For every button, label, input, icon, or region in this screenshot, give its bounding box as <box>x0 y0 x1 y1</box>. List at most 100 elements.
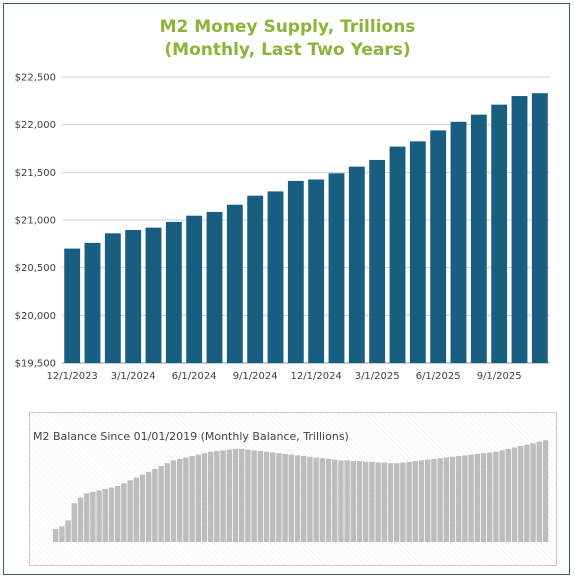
inset-bar <box>499 450 505 542</box>
y-tick-label: $21,500 <box>15 168 56 179</box>
bar <box>430 130 447 363</box>
bar <box>491 104 508 363</box>
inset-bar <box>480 453 487 542</box>
inset-bar <box>220 450 226 542</box>
inset-bar <box>108 487 115 542</box>
inset-bar <box>84 493 90 542</box>
inset-bar <box>518 446 524 542</box>
inset-bar <box>431 458 437 542</box>
bar <box>369 159 386 363</box>
inset-bar <box>53 529 59 542</box>
x-tick-label: 3/1/2024 <box>111 371 156 382</box>
y-tick-label: $22,000 <box>15 120 56 131</box>
x-tick-label: 6/1/2024 <box>172 371 217 382</box>
inset-bar <box>313 457 319 542</box>
inset-bar <box>133 477 139 542</box>
inset-bar <box>164 463 170 542</box>
bar <box>206 211 223 363</box>
inset-bar <box>59 526 65 542</box>
inset-bar <box>511 447 518 542</box>
bar <box>470 114 487 363</box>
bar <box>308 179 325 363</box>
bar <box>348 166 365 363</box>
inset-bar <box>542 440 549 542</box>
y-tick-label: $20,500 <box>15 263 56 274</box>
bar <box>64 248 81 363</box>
inset-title: M2 Balance Since 01/01/2019 (Monthly Bal… <box>33 430 349 443</box>
bar <box>511 96 528 364</box>
bar <box>84 242 101 363</box>
inset-bar <box>288 454 294 542</box>
bar <box>145 227 162 363</box>
inset-bar <box>177 458 183 542</box>
chart-title-line2: (Monthly, Last Two Years) <box>164 40 411 60</box>
inset-bar <box>524 444 530 542</box>
inset-bar <box>468 454 474 542</box>
inset-bar <box>96 490 102 542</box>
inset-bar <box>257 451 263 542</box>
chart-title: M2 Money Supply, Trillions (Monthly, Las… <box>0 16 575 62</box>
inset-bar <box>214 451 220 542</box>
x-tick-label: 9/1/2025 <box>477 371 522 382</box>
bar <box>287 180 304 363</box>
x-tick-label: 12/1/2024 <box>291 371 342 382</box>
inset-bar <box>474 453 480 542</box>
inset-bar <box>139 474 146 542</box>
inset-bar <box>71 503 77 542</box>
inset-bar <box>276 453 282 542</box>
inset-bar <box>239 448 245 542</box>
inset-bar <box>245 449 251 542</box>
inset-bar <box>121 483 127 542</box>
inset-bar <box>406 461 412 542</box>
x-tick-label: 3/1/2025 <box>355 371 400 382</box>
inset-bar <box>158 466 164 542</box>
main-bar-chart: $19,500 $20,000 $20,500 $21,000 $21,500 $22,0… <box>15 73 550 382</box>
inset-bar <box>381 462 387 542</box>
bar <box>104 233 121 363</box>
inset-bar <box>400 462 406 542</box>
inset-bar <box>65 520 71 542</box>
inset-bar <box>412 461 418 542</box>
inset-bar <box>195 454 201 542</box>
bar <box>450 121 467 363</box>
inset-bar <box>493 451 499 542</box>
inset-bar <box>170 460 177 542</box>
inset-bar <box>536 441 542 542</box>
inset-bar <box>530 443 536 542</box>
bar <box>531 93 548 363</box>
inset-bar <box>146 471 152 542</box>
inset-bar <box>307 456 313 542</box>
inset-bar <box>226 449 232 542</box>
inset-bar <box>437 458 443 542</box>
y-tick-label: $22,500 <box>15 73 56 84</box>
inset-bar <box>332 459 338 542</box>
inset-bar <box>301 456 307 542</box>
inset-bar <box>90 491 96 542</box>
inset-bar <box>127 480 133 542</box>
x-tick-label: 9/1/2024 <box>233 371 278 382</box>
inset-bar <box>350 461 356 542</box>
inset-bar <box>208 451 214 542</box>
inset-bar <box>356 461 363 542</box>
inset-bar <box>115 486 121 542</box>
inset-bar <box>232 448 239 542</box>
inset-bar <box>505 448 511 542</box>
inset-bar <box>102 489 108 542</box>
y-tick-label: $20,000 <box>15 311 56 322</box>
bar <box>186 215 203 363</box>
inset-bar <box>369 461 375 542</box>
inset-bar <box>251 450 257 542</box>
inset-bar <box>449 456 456 542</box>
inset-bar <box>387 463 394 542</box>
inset-bar <box>418 460 425 542</box>
inset-bar <box>325 458 332 542</box>
bar <box>267 191 284 363</box>
bar <box>328 173 345 363</box>
inset-bar <box>152 468 158 542</box>
bar <box>247 195 264 363</box>
inset-bar <box>462 455 468 542</box>
bar <box>226 204 243 363</box>
inset-bar <box>338 460 344 542</box>
bar <box>389 146 406 363</box>
